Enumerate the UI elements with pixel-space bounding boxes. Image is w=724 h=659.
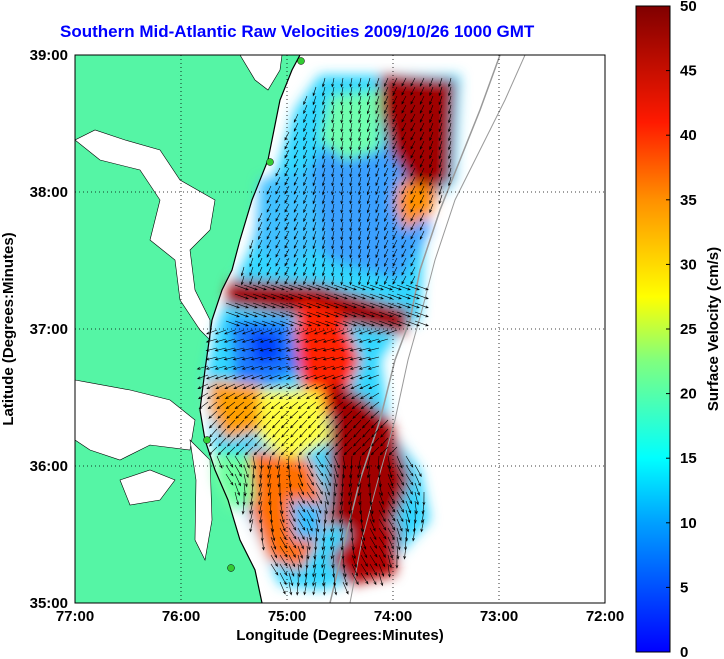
y-tick-label: 35:00 bbox=[30, 595, 68, 612]
colorbar bbox=[635, 5, 671, 653]
colorbar-tick: 25 bbox=[680, 321, 697, 338]
colorbar-tick: 5 bbox=[680, 579, 688, 596]
colorbar-tick: 45 bbox=[680, 63, 697, 80]
y-tick-label: 38:00 bbox=[30, 184, 68, 201]
x-tick-label: 72:00 bbox=[586, 608, 624, 625]
colorbar-label: Surface Velocity (cm/s) bbox=[705, 247, 722, 411]
y-tick-label: 39:00 bbox=[30, 47, 68, 64]
bay-water bbox=[75, 55, 283, 561]
station-marker bbox=[203, 436, 211, 444]
y-tick-labels: 39:00 38:00 37:00 36:00 35:00 bbox=[30, 47, 68, 612]
bathymetry-contour bbox=[329, 55, 501, 603]
colorbar-tick: 40 bbox=[680, 127, 697, 144]
bathymetry-contour-outer bbox=[349, 55, 526, 603]
x-tick-label: 77:00 bbox=[56, 608, 94, 625]
station-marker bbox=[227, 564, 235, 572]
y-tick-label: 37:00 bbox=[30, 321, 68, 338]
x-tick-label: 75:00 bbox=[268, 608, 306, 625]
colorbar-tick: 15 bbox=[680, 450, 697, 467]
y-tick-label: 36:00 bbox=[30, 458, 68, 475]
grid-lines bbox=[75, 55, 605, 603]
plot-frame bbox=[74, 54, 606, 604]
coastline bbox=[199, 55, 301, 603]
hf-radar-stations bbox=[203, 57, 305, 572]
x-axis-label: Longitude (Degrees:Minutes) bbox=[236, 627, 444, 644]
x-tick-label: 76:00 bbox=[162, 608, 200, 625]
colorbar-tick: 30 bbox=[680, 256, 697, 273]
station-marker bbox=[297, 57, 305, 65]
velocity-field bbox=[205, 75, 460, 590]
colorbar-tick: 0 bbox=[680, 644, 688, 659]
colorbar-tick: 35 bbox=[680, 192, 697, 209]
colorbar-tick: 20 bbox=[680, 386, 697, 403]
y-axis-label: Latitude (Degrees:Minutes) bbox=[0, 232, 17, 425]
x-tick-label: 73:00 bbox=[480, 608, 518, 625]
x-tick-label: 74:00 bbox=[374, 608, 412, 625]
station-marker bbox=[266, 158, 274, 166]
vector-arrows bbox=[196, 77, 452, 596]
map-title: Southern Mid-Atlantic Raw Velocities 200… bbox=[60, 22, 535, 41]
colorbar-tick: 10 bbox=[680, 515, 697, 532]
velocity-vectors bbox=[196, 77, 452, 596]
colorbar-tick: 50 bbox=[680, 0, 697, 15]
x-tick-labels: 77:00 76:00 75:00 74:00 73:00 72:00 bbox=[56, 608, 624, 625]
